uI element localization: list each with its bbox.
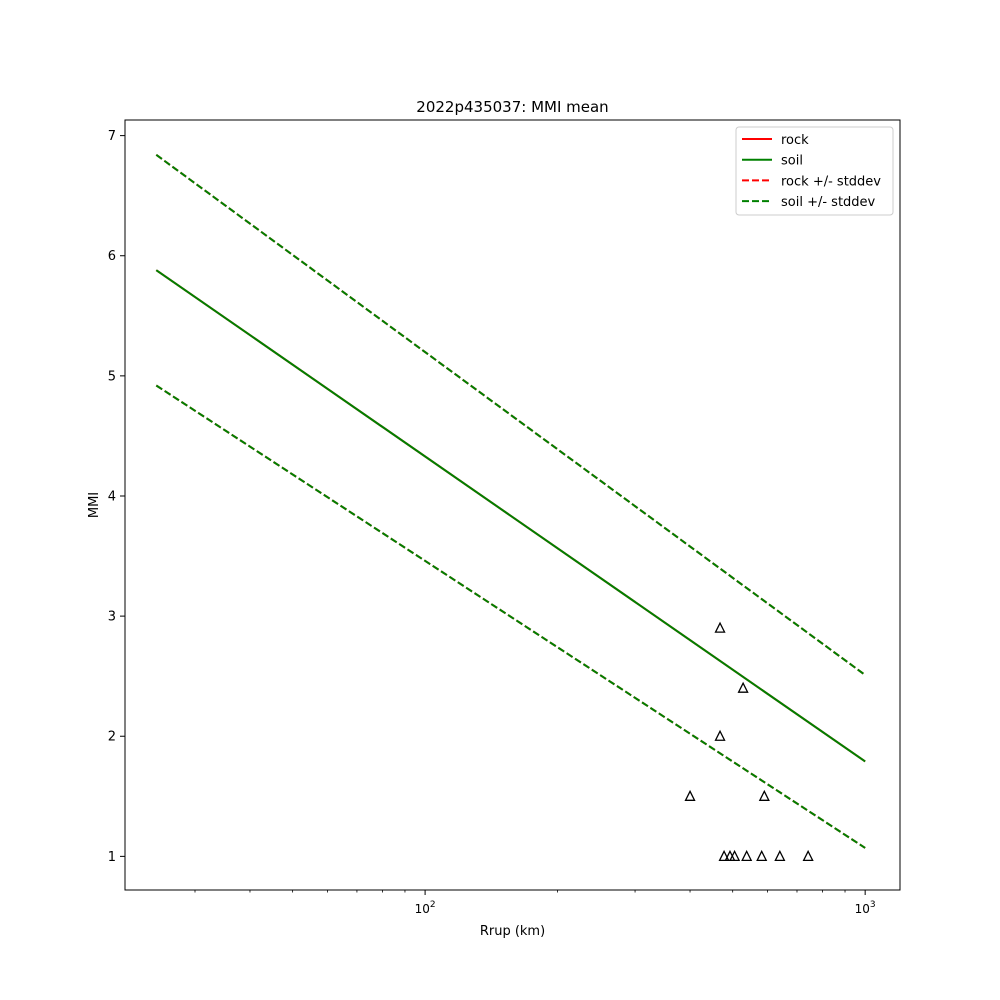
observation-marker (718, 849, 730, 862)
y-tick-label: 6 (108, 249, 116, 264)
chart-title: 2022p435037: MMI mean (416, 98, 608, 116)
observation-marker (774, 849, 786, 862)
observation-marker (714, 729, 726, 741)
observation-marker (737, 681, 749, 693)
y-axis: 1 2 3 4 5 6 7 (108, 129, 125, 865)
series-soil-stddev-upper-line (155, 154, 866, 676)
x-axis: 102 103 (194, 890, 876, 916)
legend-label: soil +/- stddev (781, 195, 876, 210)
series-soil-line (155, 269, 866, 763)
plot-frame (124, 119, 901, 891)
y-tick-label: 2 (108, 730, 116, 745)
y-tick-label: 3 (108, 610, 116, 625)
legend-label: rock +/- stddev (781, 174, 881, 189)
y-axis-label: MMI (87, 492, 102, 518)
y-tick-label: 4 (108, 489, 116, 504)
observation-marker (758, 789, 770, 801)
observation-marker (684, 789, 696, 801)
plot-area (155, 154, 866, 862)
y-tick-label: 7 (108, 129, 116, 144)
legend-label: soil (781, 154, 803, 169)
observation-marker (714, 621, 726, 633)
legend-label: rock (781, 133, 809, 148)
legend-box (735, 126, 894, 216)
x-tick-label: 103 (855, 900, 876, 916)
observation-marker (802, 849, 814, 862)
legend: rock soil rock +/- stddev soil +/- stddev (735, 126, 894, 216)
observation-marker (729, 849, 741, 862)
y-tick-label: 1 (108, 850, 116, 865)
observation-marker (741, 849, 753, 862)
y-tick-label: 5 (108, 369, 116, 384)
series-soil-stddev-lower-line (155, 384, 866, 849)
observation-marker (756, 849, 768, 862)
x-axis-label: Rrup (km) (480, 924, 545, 939)
x-tick-label: 102 (415, 900, 436, 916)
